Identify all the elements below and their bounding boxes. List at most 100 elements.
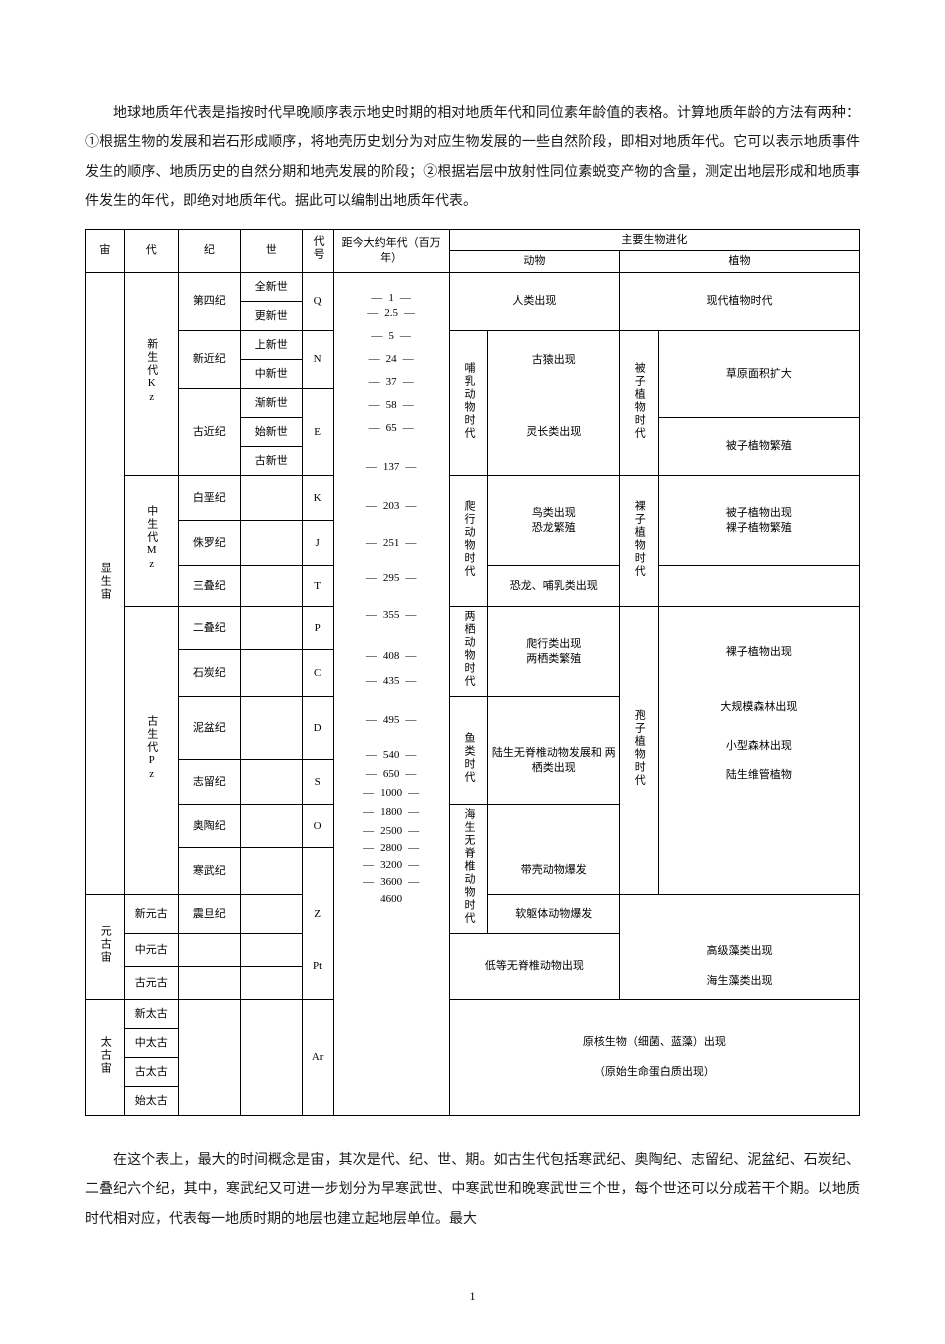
- animal-reptile-amphi: 爬行类出现两栖类繁殖: [488, 607, 620, 697]
- period-empty-ar: [178, 999, 240, 1115]
- th-period: 纪: [178, 229, 240, 273]
- th-age: 距今大约年代（百万年）: [333, 229, 449, 273]
- th-evolution: 主要生物进化: [449, 229, 859, 251]
- period-triassic: 三叠纪: [178, 566, 240, 607]
- animal-prokaryote: 原核生物（细菌、蓝藻）出现（原始生命蛋白质出现）: [449, 999, 859, 1115]
- th-epoch: 世: [240, 229, 302, 273]
- period-empty-pp: [178, 966, 240, 999]
- table-header-row-1: 宙 代 纪 世 代号 距今大约年代（百万年） 主要生物进化: [86, 229, 860, 251]
- animal-human: 人类出现: [449, 273, 619, 331]
- era-eoarchean: 始太古: [124, 1086, 178, 1115]
- era-mesoarchean: 中太古: [124, 1028, 178, 1057]
- era-paleozoic: 古生代Pz: [124, 607, 178, 895]
- intro-paragraph: 地球地质年代表是指按时代早晚顺序表示地史时期的相对地质年代和同位素年龄值的表格。…: [85, 99, 860, 217]
- plant-angio: 被子植物繁殖: [658, 418, 859, 476]
- epoch-empty-z: [240, 895, 302, 934]
- period-empty-mp: [178, 933, 240, 966]
- sym-n: N: [302, 331, 333, 389]
- epoch-empty-c: [240, 650, 302, 697]
- era-paleoarchean: 古太古: [124, 1057, 178, 1086]
- epoch-empty-p: [240, 607, 302, 650]
- animal-ape: 古猿出现: [488, 331, 620, 389]
- plant-empty-o: [658, 805, 859, 895]
- era-mesoproterozoic: 中元古: [124, 933, 178, 966]
- animal-reptile-era: 爬行动物时代: [449, 476, 488, 607]
- plant-forest-small: 小型森林出现陆生维管植物: [658, 717, 859, 804]
- animal-softbody: 软躯体动物爆发: [488, 895, 620, 934]
- epoch-eocene: 始新世: [240, 418, 302, 447]
- animal-invertebrate: 陆生无脊椎动物发展和 两栖类出现: [488, 717, 620, 804]
- period-paleogene: 古近纪: [178, 389, 240, 476]
- sym-s: S: [302, 760, 333, 805]
- period-silurian: 志留纪: [178, 760, 240, 805]
- era-paleoproterozoic: 古元古: [124, 966, 178, 999]
- eon-phanerozoic: 显生宙: [86, 273, 125, 895]
- era-neoarchean: 新太古: [124, 999, 178, 1028]
- period-carboniferous: 石炭纪: [178, 650, 240, 697]
- animal-amphibian-era: 两栖动物时代: [449, 607, 488, 697]
- eon-proterozoic: 元古宙: [86, 895, 125, 1000]
- sym-d: D: [302, 697, 333, 760]
- period-devonian: 泥盆纪: [178, 697, 240, 760]
- period-ordovician: 奥陶纪: [178, 805, 240, 848]
- th-era: 代: [124, 229, 178, 273]
- epoch-holocene: 全新世: [240, 273, 302, 302]
- era-cenozoic: 新生代Kz: [124, 273, 178, 476]
- era-mesozoic: 中生代Mz: [124, 476, 178, 607]
- animal-bird-dino: 鸟类出现恐龙繁殖: [488, 476, 620, 566]
- epoch-pleistocene: 更新世: [240, 302, 302, 331]
- epoch-oligocene: 渐新世: [240, 389, 302, 418]
- plant-spore-era: 孢子植物时代: [620, 607, 659, 895]
- animal-fish-top: [488, 697, 620, 718]
- sym-ar: Ar: [302, 999, 333, 1115]
- animal-dino-mammal: 恐龙、哺乳类出现: [488, 566, 620, 607]
- sym-z: Z: [302, 895, 333, 934]
- epoch-empty-j: [240, 521, 302, 566]
- sym-empty-cm: [302, 848, 333, 895]
- plant-empty-np: [620, 895, 860, 934]
- th-animals: 动物: [449, 251, 619, 273]
- animal-shell: 带壳动物爆发: [488, 848, 620, 895]
- animal-fishera-top: [449, 697, 488, 718]
- geologic-time-table: 宙 代 纪 世 代号 距今大约年代（百万年） 主要生物进化 动物 植物 显生宙 …: [85, 229, 860, 1116]
- period-cambrian: 寒武纪: [178, 848, 240, 895]
- plant-grassland: 草原面积扩大: [658, 331, 859, 418]
- timeline-column: —1— —2.5— —5— —24— —37— —58— —65— —137— …: [333, 273, 449, 1116]
- period-jurassic: 侏罗纪: [178, 521, 240, 566]
- th-plants: 植物: [620, 251, 860, 273]
- plant-angio-era: 被子植物时代: [620, 331, 659, 476]
- sym-q: Q: [302, 273, 333, 331]
- sym-c: C: [302, 650, 333, 697]
- plant-modern: 现代植物时代: [620, 273, 860, 331]
- epoch-empty-o: [240, 805, 302, 848]
- outro-paragraph: 在这个表上，最大的时间概念是宙，其次是代、纪、世、期。如古生代包括寒武纪、奥陶纪…: [85, 1146, 860, 1234]
- epoch-miocene: 中新世: [240, 360, 302, 389]
- plant-empty-t: [658, 566, 859, 607]
- period-cretaceous: 白垩纪: [178, 476, 240, 521]
- epoch-empty-t: [240, 566, 302, 607]
- epoch-empty-pp: [240, 966, 302, 999]
- th-symbol: 代号: [302, 229, 333, 273]
- epoch-empty-ar: [240, 999, 302, 1115]
- sym-p: P: [302, 607, 333, 650]
- animal-empty-o: [488, 805, 620, 848]
- animal-lower-invert: 低等无脊椎动物出现: [449, 933, 619, 999]
- epoch-empty-s: [240, 760, 302, 805]
- animal-primate: 灵长类出现: [488, 389, 620, 476]
- period-sinian: 震旦纪: [178, 895, 240, 934]
- epoch-empty-mp: [240, 933, 302, 966]
- th-eon: 宙: [86, 229, 125, 273]
- period-neogene: 新近纪: [178, 331, 240, 389]
- epoch-pliocene: 上新世: [240, 331, 302, 360]
- plant-forest-big: 大规模森林出现: [658, 697, 859, 718]
- period-permian: 二叠纪: [178, 607, 240, 650]
- plant-gymno-era: 裸子植物时代: [620, 476, 659, 607]
- eon-archean: 太古宙: [86, 999, 125, 1115]
- page-number: 1: [85, 1289, 860, 1304]
- plant-angio-gymno: 被子植物出现裸子植物繁殖: [658, 476, 859, 566]
- epoch-empty-d: [240, 697, 302, 760]
- animal-mammal-era: 哺乳动物时代: [449, 331, 488, 476]
- sym-t: T: [302, 566, 333, 607]
- plant-algae: 高级藻类出现海生藻类出现: [620, 933, 860, 999]
- animal-marine-era: 海生无脊椎动物时代: [449, 805, 488, 934]
